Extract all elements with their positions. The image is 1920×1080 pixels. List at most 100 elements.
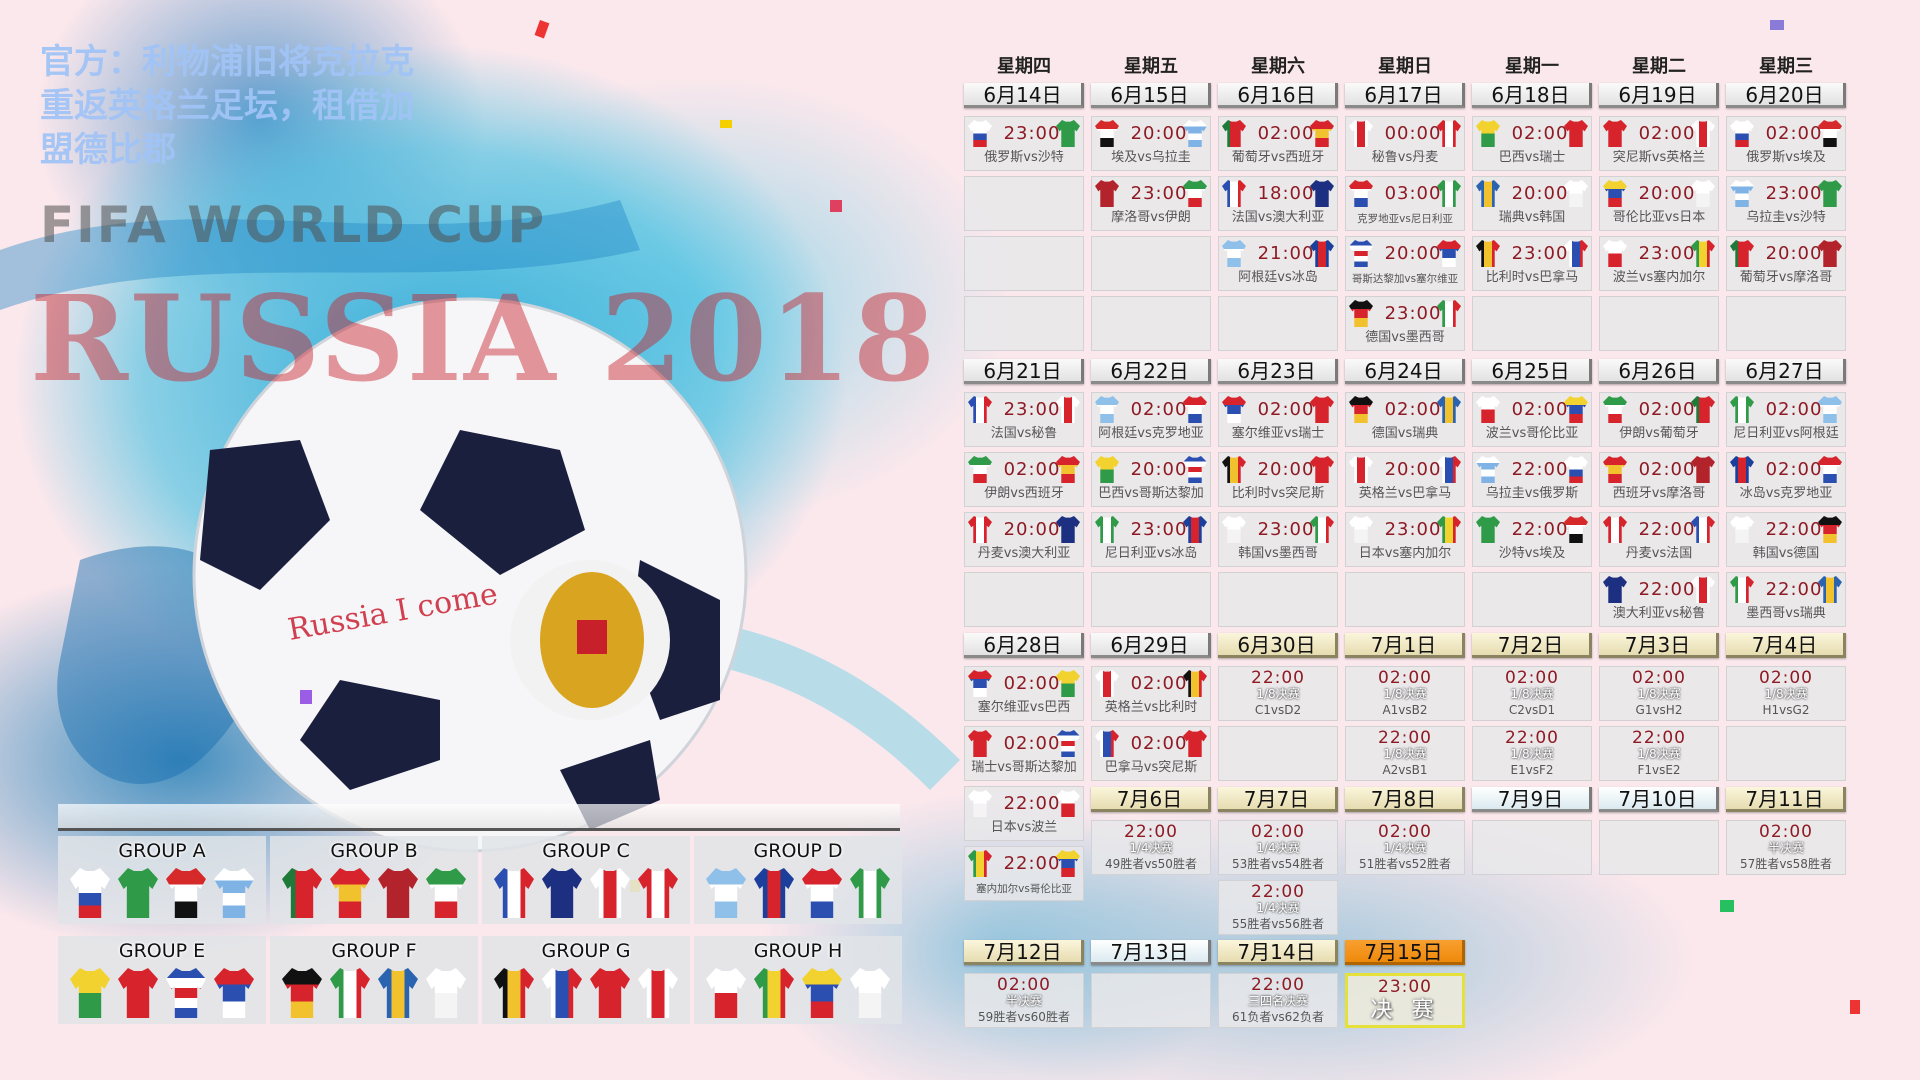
match-time: 02:00 [1638,399,1696,420]
group-match[interactable]: 02:00 伊朗vs葡萄牙 [1599,392,1719,447]
match-time: 22:00 [1124,822,1178,842]
vs-label: vs [1277,270,1292,285]
vs-label: vs [1264,546,1279,561]
group-match[interactable]: 20:00 哥伦比亚vs日本 [1599,176,1719,231]
group-match[interactable]: 20:00 埃及vs乌拉圭 [1091,116,1211,171]
group-match[interactable]: 23:00 日本vs塞内加尔 [1345,512,1465,567]
match-pairing: 53胜者vs54胜者 [1232,857,1324,871]
match-time: 23:00 [1003,123,1061,144]
group-match[interactable]: 22:00 墨西哥vs瑞典 [1726,572,1846,627]
group-match[interactable]: 22:00 沙特vs埃及 [1472,512,1592,567]
date-header: 7月10日 [1599,787,1719,812]
group-match[interactable]: 02:00 巴西vs瑞士 [1472,116,1592,171]
group-match[interactable]: 02:00 英格兰vs比利时 [1091,666,1211,721]
group-match[interactable]: 23:00 比利时vs巴拿马 [1472,236,1592,291]
knockout-match[interactable]: 02:00 1/8决赛 A1vsB2 [1345,666,1465,721]
group-match[interactable]: 23:00 乌拉圭vs沙特 [1726,176,1846,231]
knockout-match[interactable]: 22:00 1/8决赛 C1vsD2 [1218,666,1338,721]
group-match[interactable]: 00:00 秘鲁vs丹麦 [1345,116,1465,171]
match-time: 02:00 [1257,123,1315,144]
group-match[interactable]: 23:00 俄罗斯vs沙特 [964,116,1084,171]
group-match[interactable]: 02:00 突尼斯vs英格兰 [1599,116,1719,171]
group-match[interactable]: 23:00 波兰vs塞内加尔 [1599,236,1719,291]
knockout-match[interactable]: 22:00 1/8决赛 A2vsB1 [1345,726,1465,781]
group-match[interactable]: 02:00 葡萄牙vs西班牙 [1218,116,1338,171]
vs-label: vs [1397,426,1413,441]
away-team: 突尼斯 [1285,486,1325,501]
stage-label: 1/8决赛 [1383,687,1427,701]
group-match[interactable]: 22:00 丹麦vs法国 [1599,512,1719,567]
knockout-match[interactable]: 22:00 1/4决赛 49胜者vs50胜者 [1091,820,1211,875]
match-teams: 日本vs波兰 [965,820,1083,836]
team-jersey-icon [378,868,418,918]
match-time: 02:00 [1759,668,1813,688]
group-match[interactable]: 22:00 乌拉圭vs俄罗斯 [1472,452,1592,507]
group-match[interactable]: 03:00 克罗地亚vs尼日利亚 [1345,176,1465,231]
stage-label: 三四名决赛 [1247,994,1308,1008]
final-match[interactable]: 23:00 决 赛 [1345,973,1465,1028]
group-match[interactable]: 02:00 尼日利亚vs阿根廷 [1726,392,1846,447]
group-match[interactable]: 22:00 塞内加尔vs哥伦比亚 [964,846,1084,901]
group-match[interactable]: 02:00 波兰vs哥伦比亚 [1472,392,1592,447]
empty-slot [1726,296,1846,351]
group-match[interactable]: 02:00 伊朗vs西班牙 [964,452,1084,507]
group-match[interactable]: 20:00 哥斯达黎加vs塞尔维亚 [1345,236,1465,291]
group-match[interactable]: 21:00 阿根廷vs冰岛 [1218,236,1338,291]
group-match[interactable]: 23:00 摩洛哥vs伊朗 [1091,176,1211,231]
match-pairing: H1vsG2 [1762,703,1810,717]
away-team: 葡萄牙 [1659,426,1699,441]
knockout-match[interactable]: 02:00 半决赛 57胜者vs58胜者 [1726,820,1846,875]
knockout-match[interactable]: 22:00 三四名决赛 61负者vs62负者 [1218,973,1338,1028]
group-match[interactable]: 02:00 瑞士vs哥斯达黎加 [964,726,1084,781]
team-jersey-icon [166,868,206,918]
knockout-match[interactable]: 22:00 1/8决赛 F1vsE2 [1599,726,1719,781]
group-match[interactable]: 20:00 巴西vs哥斯达黎加 [1091,452,1211,507]
group-match[interactable]: 02:00 俄罗斯vs埃及 [1726,116,1846,171]
date-header: 6月16日 [1218,83,1338,108]
knockout-match[interactable]: 22:00 1/4决赛 55胜者vs56胜者 [1218,880,1338,935]
team-jersey-icon [850,968,890,1018]
away-team: 巴拿马 [1412,486,1452,501]
group-match[interactable]: 02:00 阿根廷vs克罗地亚 [1091,392,1211,447]
group-match[interactable]: 20:00 丹麦vs澳大利亚 [964,512,1084,567]
group-match[interactable]: 02:00 冰岛vs克罗地亚 [1726,452,1846,507]
group-match[interactable]: 23:00 尼日利亚vs冰岛 [1091,512,1211,567]
match-teams: 葡萄牙vs摩洛哥 [1727,270,1845,286]
group-match[interactable]: 22:00 韩国vs德国 [1726,512,1846,567]
group-match[interactable]: 20:00 瑞典vs韩国 [1472,176,1592,231]
group-match[interactable]: 23:00 德国vs墨西哥 [1345,296,1465,351]
vs-label: vs [1023,150,1038,165]
group-match[interactable]: 22:00 日本vs波兰 [964,786,1084,841]
group-name: GROUP A [118,840,206,862]
group-match[interactable]: 02:00 塞尔维亚vs巴西 [964,666,1084,721]
home-team: 俄罗斯 [984,150,1024,165]
home-team: 克罗地亚 [1357,213,1400,225]
empty-slot [1599,296,1719,351]
home-team: 西班牙 [1612,486,1652,501]
group-match[interactable]: 20:00 葡萄牙vs摩洛哥 [1726,236,1846,291]
stage-label: 1/8决赛 [1383,747,1427,761]
knockout-match[interactable]: 02:00 1/8决赛 G1vsH2 [1599,666,1719,721]
knockout-match[interactable]: 02:00 1/8决赛 H1vsG2 [1726,666,1846,721]
match-pairing: A1vsB2 [1382,703,1428,717]
group-match[interactable]: 02:00 巴拿马vs突尼斯 [1091,726,1211,781]
group-match[interactable]: 18:00 法国vs澳大利亚 [1218,176,1338,231]
group-match[interactable]: 22:00 澳大利亚vs秘鲁 [1599,572,1719,627]
knockout-match[interactable]: 02:00 1/4决赛 53胜者vs54胜者 [1218,820,1338,875]
knockout-match[interactable]: 02:00 1/4决赛 51胜者vs52胜者 [1345,820,1465,875]
group-match[interactable]: 20:00 比利时vs突尼斯 [1218,452,1338,507]
group-name: GROUP D [753,840,843,862]
knockout-match[interactable]: 02:00 半决赛 59胜者vs60胜者 [964,973,1084,1028]
group-c: GROUP C [482,836,690,924]
group-match[interactable]: 02:00 德国vs瑞典 [1345,392,1465,447]
home-team: 波兰 [1485,426,1512,441]
group-match[interactable]: 20:00 英格兰vs巴拿马 [1345,452,1465,507]
away-team: 阿根廷 [1799,426,1839,441]
group-match[interactable]: 23:00 法国vs秘鲁 [964,392,1084,447]
group-match[interactable]: 23:00 韩国vs墨西哥 [1218,512,1338,567]
knockout-match[interactable]: 02:00 1/8决赛 C2vsD1 [1472,666,1592,721]
match-teams: 墨西哥vs瑞典 [1727,606,1845,622]
knockout-match[interactable]: 22:00 1/8决赛 E1vsF2 [1472,726,1592,781]
group-match[interactable]: 02:00 塞尔维亚vs瑞士 [1218,392,1338,447]
group-match[interactable]: 02:00 西班牙vs摩洛哥 [1599,452,1719,507]
